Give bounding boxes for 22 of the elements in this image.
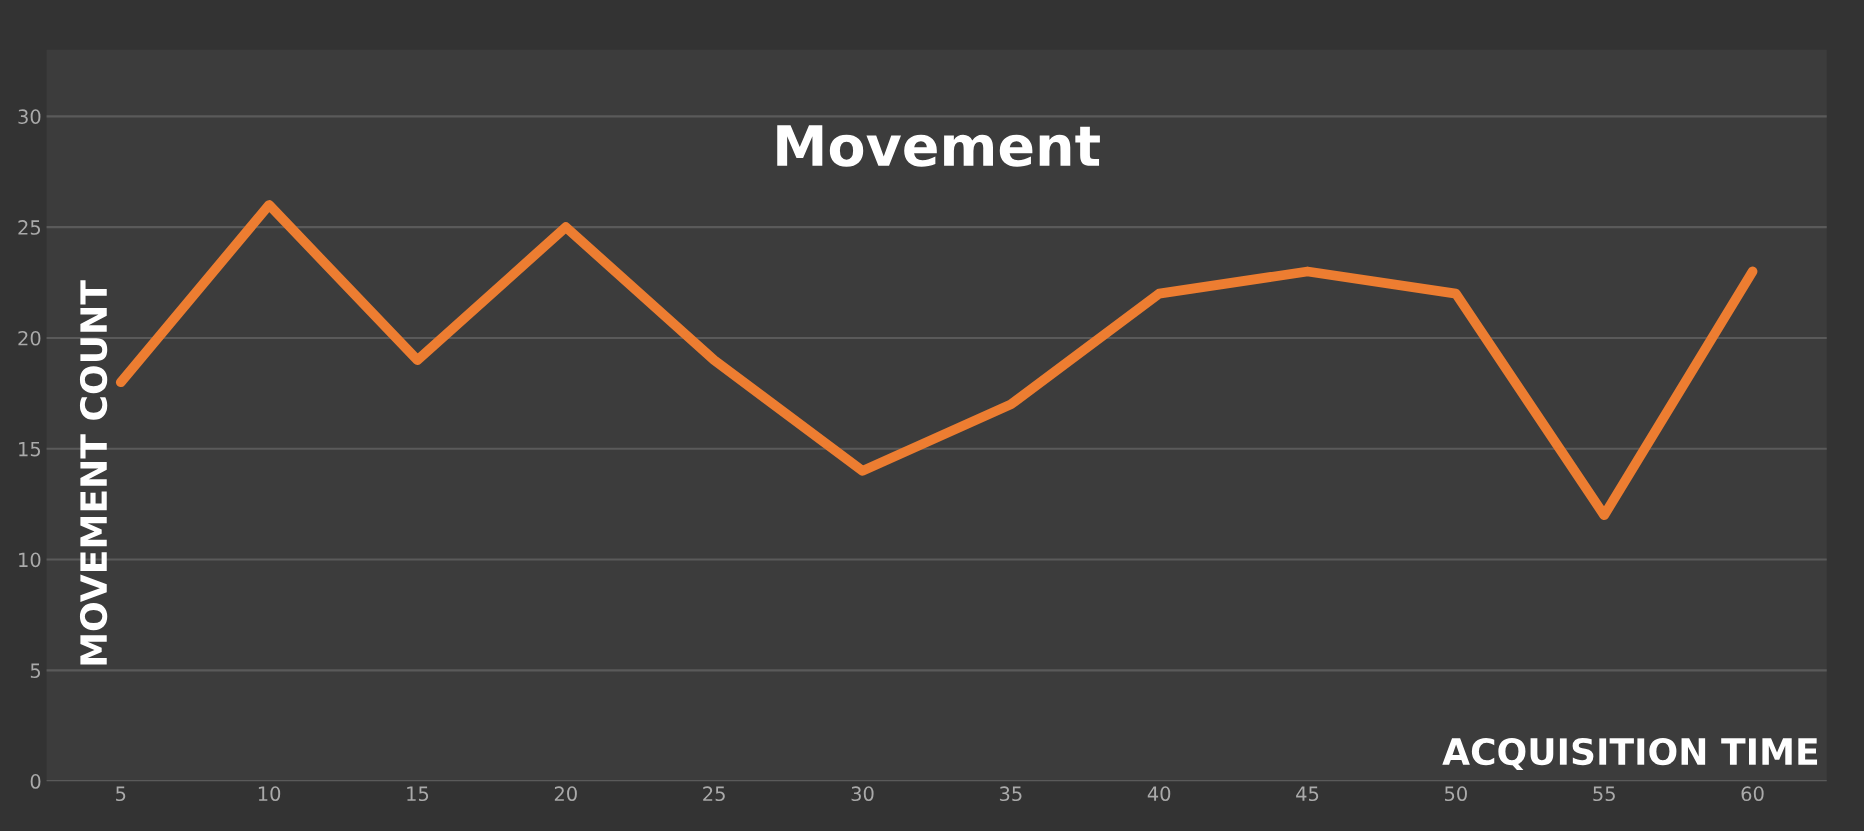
x-tick-label: 35: [999, 786, 1022, 802]
x-tick-label: 55: [1593, 786, 1615, 802]
y-tick-label: 20: [18, 330, 41, 346]
y-tick-label: 30: [18, 109, 41, 124]
x-axis-title: ACQUISITION TIME: [1442, 737, 1818, 770]
x-tick-label: 5: [116, 786, 126, 802]
x-tick-label: 30: [851, 786, 874, 802]
x-tick-label: 25: [703, 786, 725, 802]
y-tick-label: 25: [18, 220, 41, 235]
x-tick-label: 40: [1147, 786, 1171, 802]
y-tick-label: 10: [19, 552, 41, 568]
y-tick-label: 15: [19, 441, 41, 457]
x-tick-label: 20: [554, 786, 577, 802]
x-tick-label: 50: [1444, 786, 1467, 802]
x-tick-label: 15: [407, 786, 429, 802]
y-tick-label: 5: [30, 663, 41, 678]
y-axis-title: MOVEMENT COUNT: [79, 280, 108, 665]
x-tick-label: 60: [1741, 786, 1764, 802]
text: Movement: [777, 125, 1100, 167]
x-tick-label: 45: [1296, 786, 1319, 802]
x-tick-label: 10: [258, 786, 281, 802]
y-tick-label: 0: [30, 774, 41, 789]
